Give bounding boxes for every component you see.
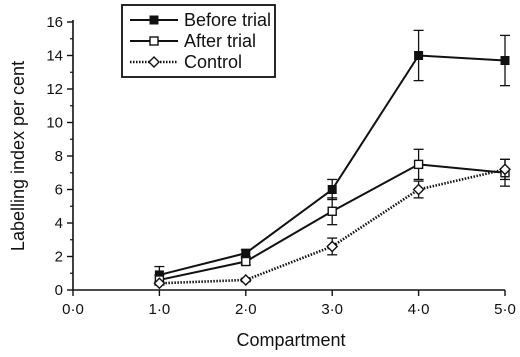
data-point xyxy=(149,36,159,46)
series-line xyxy=(159,168,506,285)
data-point xyxy=(412,183,425,196)
data-point xyxy=(326,240,339,253)
x-tick-label: 5·0 xyxy=(494,301,516,318)
y-tick-label: 8 xyxy=(55,148,63,165)
y-tick-label: 4 xyxy=(55,215,63,232)
legend-label: After trial xyxy=(184,31,256,51)
x-tick-label: 2·0 xyxy=(235,301,257,318)
series-group xyxy=(154,148,510,286)
series-group xyxy=(153,158,511,290)
x-tick-label: 4·0 xyxy=(408,301,430,318)
data-point xyxy=(499,163,511,176)
x-axis-title: Compartment xyxy=(236,330,345,350)
data-point xyxy=(500,56,510,66)
x-tick-label: 0·0 xyxy=(62,301,84,318)
data-point xyxy=(153,277,166,290)
legend-label: Before trial xyxy=(184,10,271,30)
y-axis-title: Labelling index per cent xyxy=(8,61,28,251)
series-layer xyxy=(153,29,511,290)
y-tick-label: 16 xyxy=(46,14,63,31)
y-tick-label: 0 xyxy=(55,282,63,299)
data-point xyxy=(149,15,159,25)
y-tick-label: 12 xyxy=(46,81,63,98)
x-tick-label: 1·0 xyxy=(149,301,171,318)
data-point xyxy=(327,185,337,194)
data-point xyxy=(241,256,251,267)
y-tick-label: 2 xyxy=(55,249,63,266)
y-tick-label: 10 xyxy=(46,115,63,132)
data-point xyxy=(239,273,252,286)
legend-label: Control xyxy=(184,52,242,72)
data-point xyxy=(241,248,251,258)
x-tick-label: 3·0 xyxy=(321,301,343,318)
y-tick-label: 14 xyxy=(46,48,63,65)
data-point xyxy=(413,159,424,170)
data-point xyxy=(327,206,337,216)
y-tick-label: 6 xyxy=(55,182,63,199)
chart-axes: 0 2 4 6 8 10 12 14 16 0·0 1·0 2·0 3·0 4·0 5·0 xyxy=(46,14,516,318)
data-point xyxy=(148,56,160,68)
data-point xyxy=(414,51,424,60)
